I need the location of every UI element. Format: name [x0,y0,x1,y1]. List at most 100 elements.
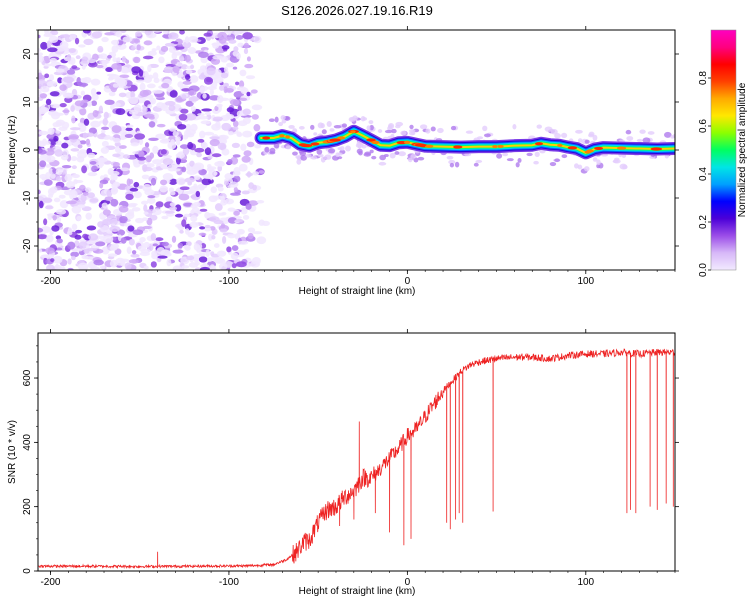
spectrogram-noise-cell [97,157,108,163]
spectrogram-ridge-halo [596,159,601,166]
spectrogram-noise-cell [224,82,229,87]
spectrogram-noise-cell [55,209,67,215]
spectrogram-noise-cell [200,120,211,125]
spectrogram-noise-cell [203,76,214,85]
spectrogram-noise-cell [198,252,206,257]
spectrogram-ridge-halo [341,123,348,128]
x-tick-label: 0 [405,276,411,287]
spectrogram-noise-cell [99,182,104,189]
spectrogram-noise-cell [190,64,195,70]
spectrogram-noise-cell [236,131,242,136]
spectrogram-noise-cell [112,181,121,188]
spectrogram-noise-cell [138,150,145,158]
spectrogram-noise-cell [59,34,71,38]
spectrogram-noise-cell [107,76,114,81]
spectrogram-noise-cell [161,241,169,247]
spectrogram-noise-cell [172,65,180,74]
spectrogram-noise-cell [161,215,169,220]
spectrogram-noise-cell [89,240,96,245]
spectrogram-noise-cell [74,240,80,248]
spectrogram-ridge-halo [639,129,646,134]
spectrogram-noise-cell [240,143,247,151]
spectrogram-noise-cell [99,265,106,270]
spectrogram-noise-cell [179,30,185,35]
spectrogram-ridge-halo [356,148,363,154]
spectrogram-noise-cell [72,248,83,252]
spectrogram-noise-cell [199,208,208,212]
spectrogram-noise-cell [102,209,111,216]
spectrogram-noise-cell [139,236,146,243]
spectrogram-ridge-halo [588,133,594,138]
spectrogram-noise-cell [198,168,207,176]
spectrogram-noise-cell [46,234,54,243]
spectrogram-noise-cell [204,147,212,156]
spectrogram-noise-cell [112,83,119,88]
spectrogram-ridge-halo [326,121,332,127]
spectrogram-noise-cell [128,238,135,246]
spectrogram-noise-cell [212,195,223,200]
spectrogram-ridge-halo [533,160,539,165]
spectrogram-noise [38,30,271,270]
spectrogram-ridge-halo [642,137,651,144]
spectrogram-noise-cell [174,213,184,218]
spectrogram-noise-cell [219,85,225,91]
spectrogram-noise-cell [109,225,121,233]
spectrogram-noise-cell [109,245,118,251]
spectrogram-noise-cell [245,172,254,177]
spectrogram-noise-cell [53,197,61,203]
spectrogram-noise-cell [185,69,193,74]
spectrogram-ridge-peak [329,138,341,142]
spectrogram-noise-cell [256,199,265,204]
spectrogram-noise-cell [46,81,58,87]
spectrogram-noise-cell [142,167,153,172]
spectrogram-noise-cell [128,96,139,105]
spectrogram-noise-cell [44,155,56,163]
spectrogram-noise-cell [152,72,159,80]
spectrogram-ridge-peak [337,136,346,140]
spectrogram-noise-cell [198,256,208,263]
spectrogram-ridge-halo [313,132,318,136]
spectrogram-noise-cell [242,108,251,116]
spectrogram-noise-cell [43,179,53,186]
spectrogram-ridge-halo [454,161,460,168]
spectrogram-noise-cell [79,107,87,116]
spectrogram-noise-cell [199,226,206,230]
spectrogram-noise-cell [214,203,223,212]
spectrogram-ridge-peak [492,145,498,149]
spectrogram-noise-cell [90,88,97,97]
spectrogram-ridge-halo [446,155,454,160]
spectrogram-ridge-halo [378,161,387,166]
spectrogram-noise-cell [96,91,102,95]
spectrogram-noise-cell [110,198,119,207]
spectrogram-noise-cell [139,90,149,97]
spectrogram-noise-cell [88,127,98,134]
spectrogram-noise-cell [220,199,228,206]
spectrogram-noise-cell [242,32,253,40]
spectrogram-noise-cell [89,198,99,203]
spectrogram-noise-cell [194,261,201,266]
spectrogram-noise-cell [147,50,157,56]
spectrogram-noise-cell [224,172,234,180]
spectrogram-noise-cell [71,205,82,214]
spectrogram-noise-cell [161,138,171,143]
spectrogram-noise-cell [128,202,138,207]
y-tick-label: 20 [22,48,33,60]
spectrogram-noise-cell [217,31,228,40]
snr-y-ticks: 0 200 400 600 [22,345,679,574]
spectrogram-noise-cell [70,156,78,162]
spectrogram-noise-cell [244,63,254,69]
spectrogram-noise-cell [214,258,226,264]
spectrogram-noise-cell [120,167,130,172]
spectrogram-noise-cell [129,187,139,192]
spectrogram-noise-cell [158,56,165,64]
spectrogram-noise-cell [141,217,149,222]
spectrogram-ridge-halo [285,145,292,150]
spectrogram-noise-cell [172,131,179,137]
spectrogram-ridge-peak [557,143,563,147]
spectrogram-noise-cell [156,45,161,51]
spectrogram-noise-cell [47,213,53,221]
spectrogram-noise-cell [206,67,216,76]
spectrogram-noise-cell [85,244,91,249]
spectrogram-noise-cell [44,73,50,79]
spectrogram-noise-cell [208,233,213,241]
